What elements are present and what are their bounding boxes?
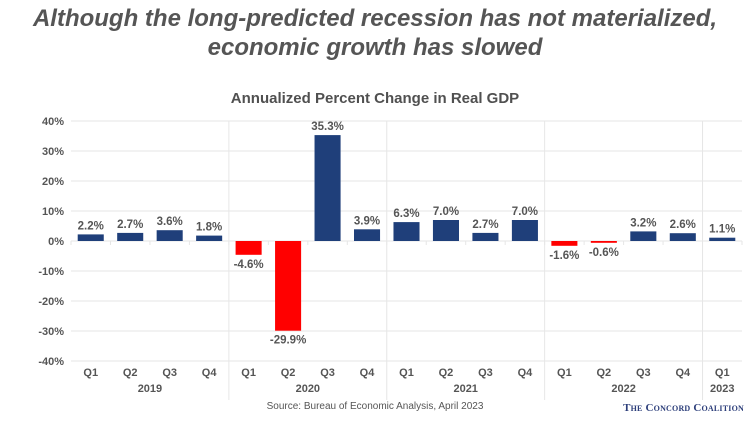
bar	[432, 220, 459, 241]
data-label: 3.2%	[630, 217, 656, 229]
data-label: -1.6%	[549, 250, 579, 262]
bar	[709, 237, 736, 241]
quarter-label: Q1	[557, 367, 572, 379]
data-label: 2.7%	[117, 219, 143, 231]
bar	[472, 232, 499, 241]
y-tick-label: -30%	[38, 326, 64, 338]
quarter-label: Q1	[241, 367, 256, 379]
bar	[117, 232, 144, 241]
x-axis-year-groups: 2019 2020 2021 2022 2023	[138, 383, 735, 395]
y-tick-label: 40%	[42, 116, 64, 128]
year-label: 2019	[138, 383, 162, 395]
quarter-label: Q4	[360, 367, 376, 379]
y-tick-label: 30%	[42, 146, 64, 158]
year-label: 2023	[710, 383, 734, 395]
data-label: 35.3%	[311, 121, 344, 133]
quarter-label: Q3	[320, 367, 335, 379]
quarter-label: Q2	[123, 367, 138, 379]
y-tick-label: 0%	[48, 236, 64, 248]
data-label: 2.6%	[670, 219, 696, 231]
y-tick-label: 10%	[42, 206, 64, 218]
y-axis-ticks: 40% 30% 20% 10% 0% -10% -20% -30% -40%	[38, 116, 64, 368]
quarter-label: Q2	[439, 367, 454, 379]
data-label: 7.0%	[433, 206, 459, 218]
bar	[275, 241, 302, 331]
bar	[551, 241, 578, 246]
quarter-label: Q3	[636, 367, 651, 379]
data-label: 2.7%	[472, 219, 498, 231]
data-label: 1.8%	[196, 222, 222, 234]
y-tick-label: -10%	[38, 266, 64, 278]
y-tick-label: -20%	[38, 296, 64, 308]
data-label: 2.2%	[78, 220, 104, 232]
quarter-label: Q1	[399, 367, 414, 379]
headline-line-2: economic growth has slowed	[207, 34, 543, 61]
grid-lines	[70, 120, 743, 362]
quarter-label: Q1	[715, 367, 730, 379]
quarter-label: Q3	[162, 367, 177, 379]
headline-line-1: Although the long-predicted recession ha…	[32, 5, 718, 32]
chart-title: Annualized Percent Change in Real GDP	[230, 90, 520, 107]
source-note: Source: Bureau of Economic Analysis, Apr…	[266, 401, 484, 412]
quarter-label: Q2	[597, 367, 612, 379]
data-label: 3.6%	[157, 216, 183, 228]
year-label: 2022	[611, 383, 635, 395]
bar	[196, 235, 223, 241]
x-axis-categories: Q1 Q2 Q3 Q4 Q1 Q2 Q3 Q4 Q1 Q2 Q3 Q4 Q1 Q2 Q3 Q4 Q1	[83, 367, 729, 379]
quarter-label: Q2	[281, 367, 296, 379]
y-tick-label: -40%	[38, 356, 64, 368]
data-label: 7.0%	[512, 206, 538, 218]
year-separators	[228, 121, 704, 400]
data-label: -4.6%	[234, 259, 264, 271]
quarter-label: Q1	[83, 367, 98, 379]
headline: Although the long-predicted recession ha…	[0, 4, 750, 62]
data-label: 3.9%	[354, 215, 380, 227]
bar	[630, 231, 657, 241]
year-label: 2020	[296, 383, 320, 395]
bar	[590, 241, 617, 243]
bar	[511, 220, 538, 241]
data-label: -29.9%	[270, 335, 306, 347]
y-tick-label: 20%	[42, 176, 64, 188]
bar	[156, 230, 183, 241]
data-label: 1.1%	[709, 224, 735, 236]
data-labels: 2.2% 2.7% 3.6% 1.8% -4.6% -29.9% 35.3% 3.9% 6.3%…	[78, 121, 736, 347]
data-label: -0.6%	[589, 247, 619, 259]
bars	[77, 135, 736, 331]
quarter-label: Q4	[675, 367, 691, 379]
bar	[77, 234, 104, 241]
year-label: 2021	[453, 383, 477, 395]
data-label: 6.3%	[393, 208, 419, 220]
bar	[669, 233, 696, 241]
bar	[354, 229, 381, 241]
quarter-label: Q4	[518, 367, 534, 379]
bar	[314, 135, 341, 241]
quarter-label: Q4	[202, 367, 218, 379]
bar	[393, 222, 420, 241]
quarter-label: Q3	[478, 367, 493, 379]
bar	[235, 241, 262, 255]
concord-coalition-logo: The Concord Coalition	[623, 402, 744, 414]
